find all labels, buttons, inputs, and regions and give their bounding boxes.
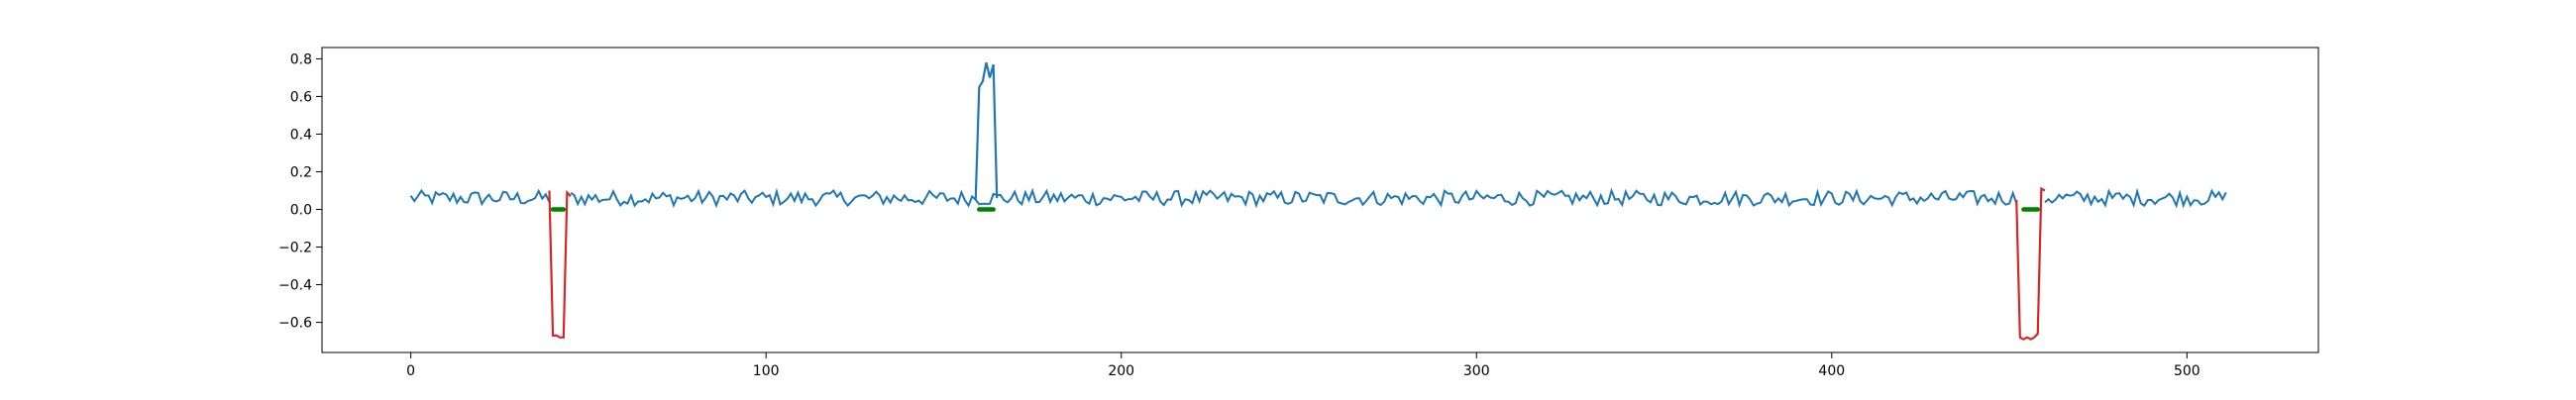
x-tick-label: 100 [753,363,780,379]
baseline-series-line [409,187,2227,209]
y-axis: 0.8 0.6 0.4 0.2 0.0 −0.2 −0.4 −0.6 [278,51,322,332]
y-tick-label: −0.6 [278,316,312,332]
plot-area-frame [321,47,2319,353]
y-tick-label: −0.2 [278,241,312,256]
x-tick-label: 200 [1108,363,1134,379]
dip-series-line [2015,186,2046,341]
y-tick-label: 0.8 [290,51,312,67]
y-tick-label: −0.4 [278,278,312,294]
x-axis: 0 100 200 300 400 500 [406,352,2200,379]
x-tick-label: 0 [406,363,415,379]
y-tick-label: 0.4 [290,127,312,143]
series-layer [409,61,2227,341]
x-tick-label: 400 [1818,363,1845,379]
y-tick-label: 0.6 [290,89,312,105]
x-tick-label: 300 [1463,363,1490,379]
x-tick-label: 500 [2174,363,2200,379]
dip-series-line [548,189,572,339]
spike-series-line [974,61,999,201]
y-tick-label: 0.0 [290,203,312,219]
y-tick-label: 0.2 [290,164,312,180]
